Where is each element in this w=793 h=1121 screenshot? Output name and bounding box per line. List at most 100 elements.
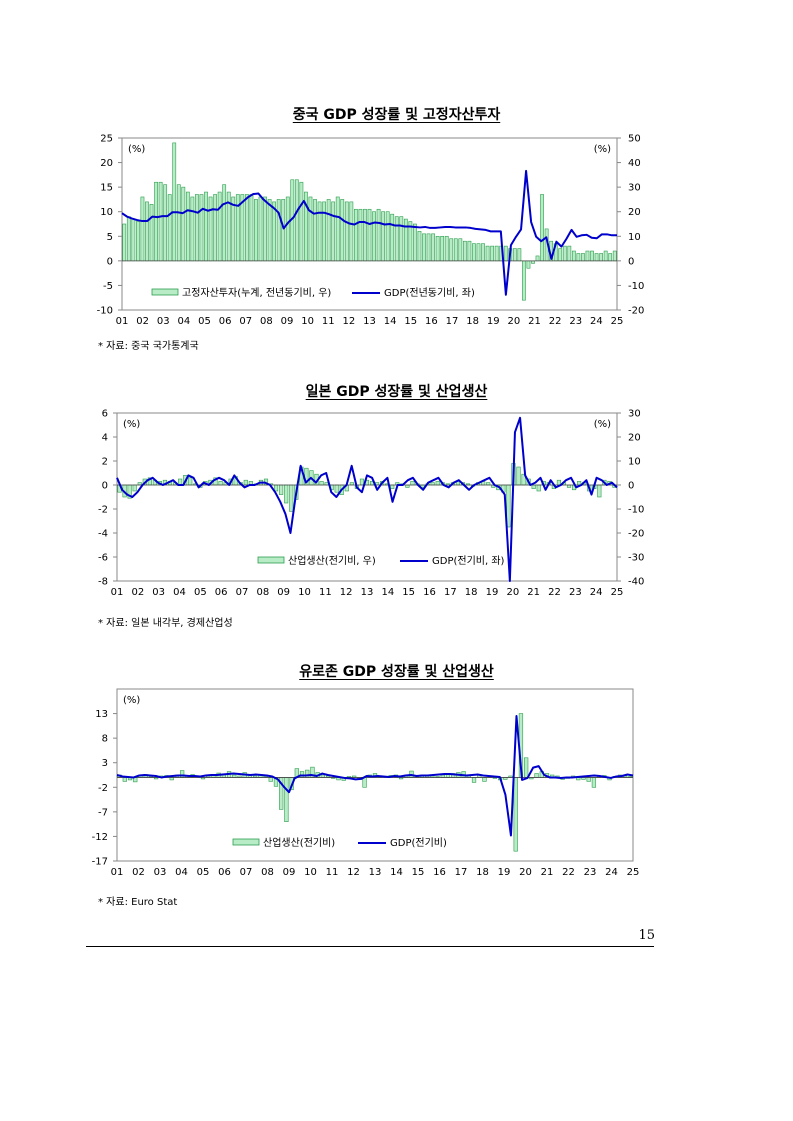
x-tick-label: 17 <box>455 867 468 878</box>
x-tick-label: 02 <box>132 867 145 878</box>
right-tick-label: -40 <box>628 577 644 588</box>
x-tick-label: 24 <box>605 867 618 878</box>
series-line <box>116 715 634 837</box>
x-tick-label: 12 <box>347 867 360 878</box>
x-tick-label: 04 <box>178 316 191 327</box>
legend-bar-swatch <box>257 556 285 564</box>
x-tick-label: 10 <box>301 316 314 327</box>
x-tick-label: 15 <box>404 316 417 327</box>
bar <box>284 777 289 822</box>
x-tick-label: 22 <box>549 316 562 327</box>
x-tick-label: 14 <box>381 587 394 598</box>
left-unit-label: (%) <box>123 419 140 430</box>
plot-frame <box>116 412 618 582</box>
bar <box>471 777 477 783</box>
right-tick-label: 30 <box>628 409 641 420</box>
x-tick-label: 09 <box>283 867 296 878</box>
left-tick-label: -6 <box>98 553 108 564</box>
x-tick-label: 22 <box>548 587 561 598</box>
x-tick-label: 08 <box>261 867 274 878</box>
x-tick-label: 01 <box>111 587 124 598</box>
x-tick-label: 21 <box>528 316 541 327</box>
x-tick-label: 02 <box>136 316 149 327</box>
right-tick-label: 0 <box>628 256 634 267</box>
x-tick-label: 10 <box>304 867 317 878</box>
legend-bar-swatch <box>151 288 179 296</box>
right-tick-label: 20 <box>628 433 641 444</box>
x-tick-label: 24 <box>590 587 603 598</box>
left-tick-label: -4 <box>98 529 108 540</box>
x-tick-label: 25 <box>611 587 624 598</box>
x-tick-label: 08 <box>256 587 269 598</box>
right-tick-label: 0 <box>628 481 634 492</box>
left-tick-label: 15 <box>100 183 113 194</box>
x-tick-label: 17 <box>444 587 457 598</box>
right-tick-label: -10 <box>628 281 644 292</box>
left-tick-label: -12 <box>92 832 108 843</box>
x-tick-label: 16 <box>433 867 446 878</box>
x-tick-label: 14 <box>390 867 403 878</box>
x-tick-label: 19 <box>486 587 499 598</box>
x-tick-label: 04 <box>175 867 188 878</box>
x-tick-label: 07 <box>239 316 252 327</box>
plot-frame <box>121 137 618 311</box>
x-tick-label: 13 <box>361 587 374 598</box>
left-tick-label: 10 <box>100 207 113 218</box>
right-tick-label: -10 <box>628 505 644 516</box>
left-unit-label: (%) <box>128 144 145 155</box>
series-line <box>116 416 618 582</box>
left-tick-label: 0 <box>102 481 108 492</box>
x-tick-label: 25 <box>611 316 624 327</box>
legend-bar-swatch <box>232 838 260 846</box>
left-tick-label: 8 <box>102 734 108 745</box>
x-tick-label: 09 <box>277 587 290 598</box>
footer-rule <box>86 946 654 947</box>
x-tick-label: 11 <box>319 587 332 598</box>
x-tick-label: 06 <box>215 587 228 598</box>
right-tick-label: 20 <box>628 207 641 218</box>
x-tick-label: 23 <box>584 867 597 878</box>
legend-line-label: GDP(전기비, 좌) <box>432 555 505 567</box>
chart2-source: * 자료: 일본 내각부, 경제산업성 <box>98 618 233 629</box>
page-number: 15 <box>638 928 655 943</box>
right-tick-label: 40 <box>628 158 641 169</box>
chart3-title: 유로존 GDP 성장률 및 산업생산 <box>299 664 494 680</box>
right-tick-label: -20 <box>628 306 644 317</box>
left-tick-label: -7 <box>98 807 108 818</box>
x-tick-label: 03 <box>154 867 167 878</box>
x-tick-label: 03 <box>157 316 170 327</box>
left-tick-label: 6 <box>102 409 108 420</box>
x-tick-label: 19 <box>487 316 500 327</box>
left-tick-label: 3 <box>102 758 108 769</box>
left-tick-label: 25 <box>100 134 113 145</box>
x-tick-label: 08 <box>260 316 273 327</box>
x-tick-label: 06 <box>219 316 232 327</box>
legend-bar-label: 고정자산투자(누계, 전년동기비, 우) <box>182 287 331 299</box>
bar <box>586 777 591 782</box>
x-tick-label: 07 <box>240 867 253 878</box>
right-tick-label: -30 <box>628 553 644 564</box>
series-line <box>121 169 617 296</box>
x-tick-label: 12 <box>343 316 356 327</box>
bar <box>513 777 518 852</box>
x-tick-label: 01 <box>111 867 124 878</box>
bar <box>362 777 367 788</box>
x-tick-label: 11 <box>322 316 335 327</box>
legend-bar-label: 산업생산(전기비, 우) <box>288 554 376 567</box>
right-unit-label: (%) <box>594 419 611 430</box>
left-tick-label: 0 <box>107 256 113 267</box>
left-unit-label: (%) <box>123 695 140 706</box>
x-tick-label: 18 <box>465 587 478 598</box>
x-tick-label: 05 <box>198 316 211 327</box>
bar <box>534 773 539 778</box>
bar <box>268 777 273 782</box>
legend-line-label: GDP(전기비) <box>390 837 447 849</box>
left-tick-label: -8 <box>98 577 108 588</box>
right-tick-label: 10 <box>628 232 641 243</box>
x-tick-label: 15 <box>412 867 425 878</box>
right-tick-label: 30 <box>628 183 641 194</box>
right-tick-label: 50 <box>628 134 641 145</box>
right-tick-label: -20 <box>628 529 644 540</box>
